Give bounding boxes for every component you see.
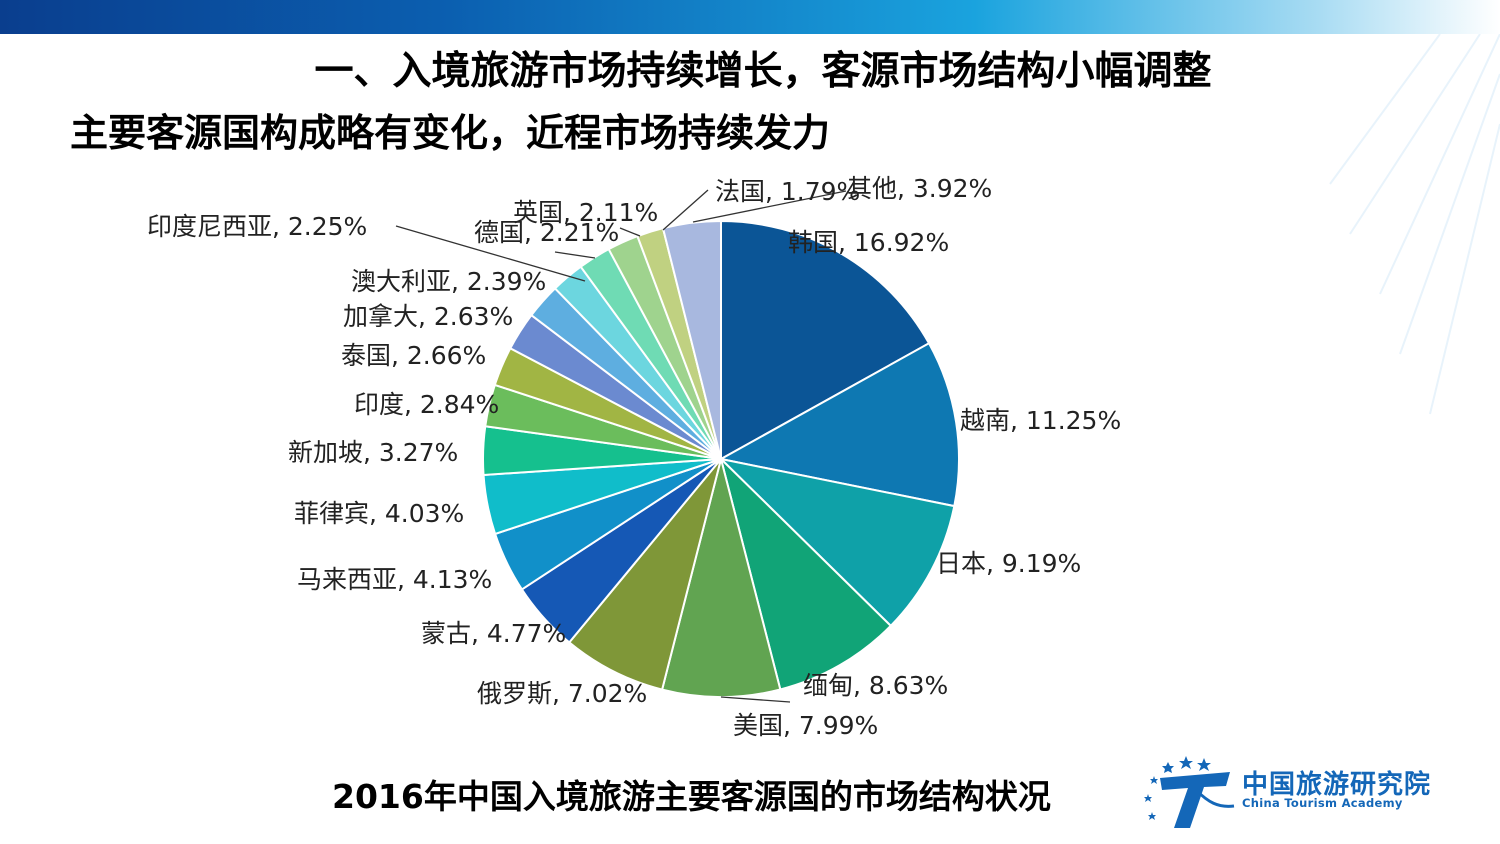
header-banner	[0, 0, 1500, 34]
leader-line-16	[619, 227, 641, 237]
slice-label-8: 菲律宾, 4.03%	[294, 499, 464, 528]
slice-label-14: 印度尼西亚, 2.25%	[147, 212, 367, 241]
china-tourism-academy-logo: 中国旅游研究院 China Tourism Academy	[1138, 752, 1468, 832]
pie-slice-0	[720, 219, 931, 461]
slice-label-4: 美国, 7.99%	[733, 711, 878, 740]
slice-label-12: 加拿大, 2.63%	[343, 302, 513, 331]
leader-line-14	[395, 225, 586, 282]
page-title: 一、入境旅游市场持续增长，客源市场结构小幅调整	[314, 49, 1212, 94]
slice-label-6: 蒙古, 4.77%	[421, 619, 566, 648]
slice-label-5: 俄罗斯, 7.02%	[477, 679, 647, 708]
pie-slice-3	[719, 455, 893, 691]
slice-label-1: 越南, 11.25%	[960, 406, 1121, 435]
chart-caption: 2016年中国入境旅游主要客源国的市场结构状况	[332, 777, 1051, 816]
slice-label-17: 法国, 1.79%	[715, 177, 860, 206]
leader-line-18	[692, 190, 847, 223]
slice-label-15: 德国, 2.21%	[474, 218, 619, 247]
pie-slice-18	[661, 219, 722, 460]
logo-name-cn: 中国旅游研究院	[1242, 770, 1432, 800]
pie-slice-5	[567, 458, 722, 691]
leader-line-4	[720, 696, 791, 703]
slice-label-16: 英国, 2.11%	[513, 198, 658, 227]
slice-label-2: 日本, 9.19%	[936, 549, 1081, 578]
slice-label-18: 其他, 3.92%	[847, 174, 992, 203]
slice-label-7: 马来西亚, 4.13%	[297, 565, 492, 594]
logo-emblem-icon	[1144, 756, 1235, 828]
slice-label-3: 缅甸, 8.63%	[803, 671, 948, 700]
slice-label-13: 澳大利亚, 2.39%	[351, 267, 546, 296]
pie-slice-2	[717, 457, 956, 628]
leader-line-15	[554, 251, 596, 259]
slice-label-0: 韩国, 16.92%	[788, 228, 949, 257]
slice-label-10: 印度, 2.84%	[354, 390, 499, 419]
pie-slice-1	[718, 341, 960, 508]
logo-name-en: China Tourism Academy	[1242, 796, 1403, 810]
slice-label-11: 泰国, 2.66%	[341, 341, 486, 370]
slice-label-9: 新加坡, 3.27%	[288, 438, 458, 467]
page-subtitle: 主要客源国构成略有变化，近程市场持续发力	[70, 111, 831, 155]
leader-line-17	[662, 189, 709, 231]
